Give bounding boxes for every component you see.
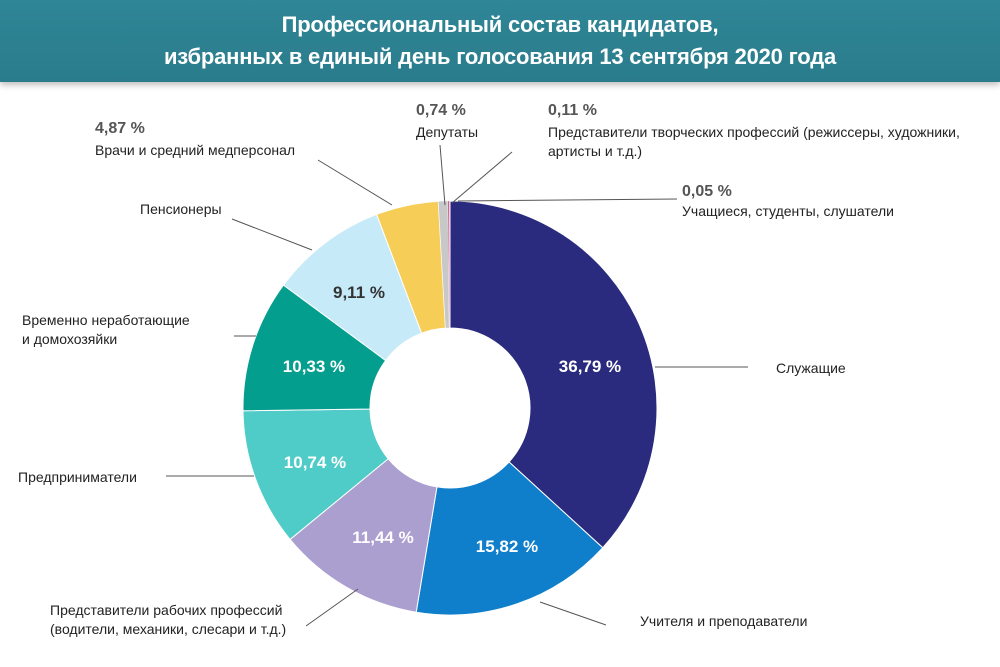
leader-line-8 [451,151,513,204]
category-label-1: Учителя и преподаватели [640,613,807,629]
chart-title-line-2: избранных в единый день голосования 13 с… [163,44,837,69]
category-label-4-line-1: и домохозяйки [22,331,117,347]
category-label-4: Временно неработающие и домохозяйки [22,312,190,347]
category-label-8-line-1: артисты и т.д.) [548,143,642,159]
category-label-5-line-0: Пенсионеры [140,201,222,217]
value-label-2: 11,44 % [352,528,413,547]
value-label-5: 9,11 % [333,283,385,302]
value-label-1: 15,82 % [476,537,538,556]
leader-line-7 [439,144,446,206]
category-label-9: Учащиеся, студенты, слушатели [682,203,894,219]
category-label-8-line-0: Представители творческих профессий (режи… [548,124,960,140]
donut-slice-4 [242,284,387,412]
donut-slice-2 [289,458,438,613]
category-label-8: Представители творческих профессий (режи… [548,124,960,159]
category-label-3: Предприниматели [18,469,137,485]
category-label-7-line-0: Депутаты [416,124,478,140]
value-label-4: 10,33 % [283,357,345,376]
chart-title-line-1: Профессиональный состав кандидатов, [281,12,719,37]
category-label-0-line-0: Служащие [776,360,846,376]
category-label-5: Пенсионеры [140,201,222,217]
category-label-1-line-0: Учителя и преподаватели [640,613,807,629]
value-label-7: 0,74 % [416,102,466,119]
value-label-0: 36,79 % [559,357,621,376]
donut-slice-0 [449,200,658,549]
donut-slice-9 [449,200,451,329]
leader-line-6 [317,159,393,206]
donut-slice-1 [415,461,604,616]
value-label-8: 0,11 % [548,102,597,119]
leader-line-2 [305,588,359,627]
leader-line-1 [539,601,607,626]
category-label-0: Служащие [776,360,846,376]
leader-line-5 [231,218,313,251]
leader-line-9 [457,198,678,202]
value-label-9: 0,05 % [682,183,732,200]
category-label-2-line-1: (водители, механики, слесари и т.д.) [50,621,286,637]
category-label-9-line-0: Учащиеся, студенты, слушатели [682,203,894,219]
category-label-3-line-0: Предприниматели [18,469,137,485]
category-label-2-line-0: Представители рабочих профессий [50,602,282,618]
value-label-6: 4,87 % [95,120,145,137]
category-label-7: Депутаты [416,124,478,140]
category-label-6: Врачи и средний медперсонал [95,142,295,158]
value-label-3: 10,74 % [284,453,346,472]
chart-header: Профессиональный состав кандидатов, избр… [0,0,1000,82]
category-label-2: Представители рабочих профессий (водители… [50,602,286,637]
category-label-6-line-0: Врачи и средний медперсонал [95,142,295,158]
category-label-4-line-0: Временно неработающие [22,312,190,328]
